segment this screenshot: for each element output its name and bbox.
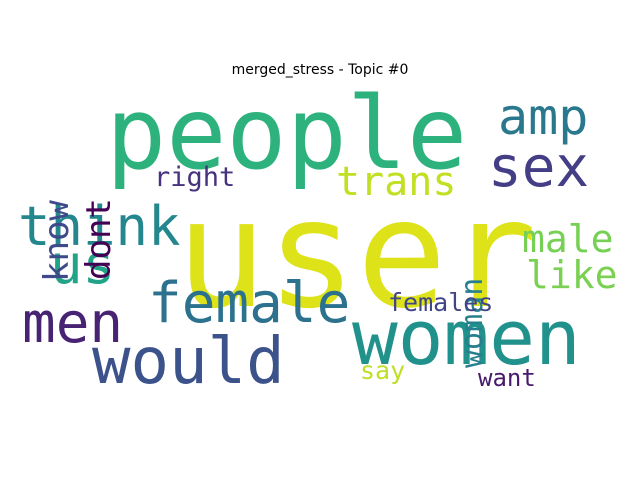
word-think: think bbox=[18, 195, 181, 258]
word-would: would bbox=[92, 325, 285, 390]
word-cloud: user people women would female men think… bbox=[18, 88, 622, 390]
word-sex: sex bbox=[488, 135, 590, 200]
word-right: right bbox=[154, 162, 236, 193]
word-male: male bbox=[522, 217, 614, 261]
word-want: want bbox=[478, 364, 536, 390]
word-female: female bbox=[148, 271, 351, 336]
word-amp: amp bbox=[498, 88, 589, 146]
figure-title: merged_stress - Topic #0 bbox=[231, 62, 409, 78]
word-know: know bbox=[37, 200, 77, 282]
word-us: us bbox=[50, 233, 116, 296]
word-say: say bbox=[360, 356, 406, 385]
word-dont: dont bbox=[79, 198, 119, 280]
word-like: like bbox=[526, 253, 618, 297]
word-men: men bbox=[22, 291, 124, 356]
word-females: females bbox=[388, 288, 494, 317]
word-women: women bbox=[352, 293, 581, 382]
word-user: user bbox=[176, 168, 538, 342]
word-people: people bbox=[106, 88, 468, 192]
word-trans: trans bbox=[336, 159, 457, 205]
